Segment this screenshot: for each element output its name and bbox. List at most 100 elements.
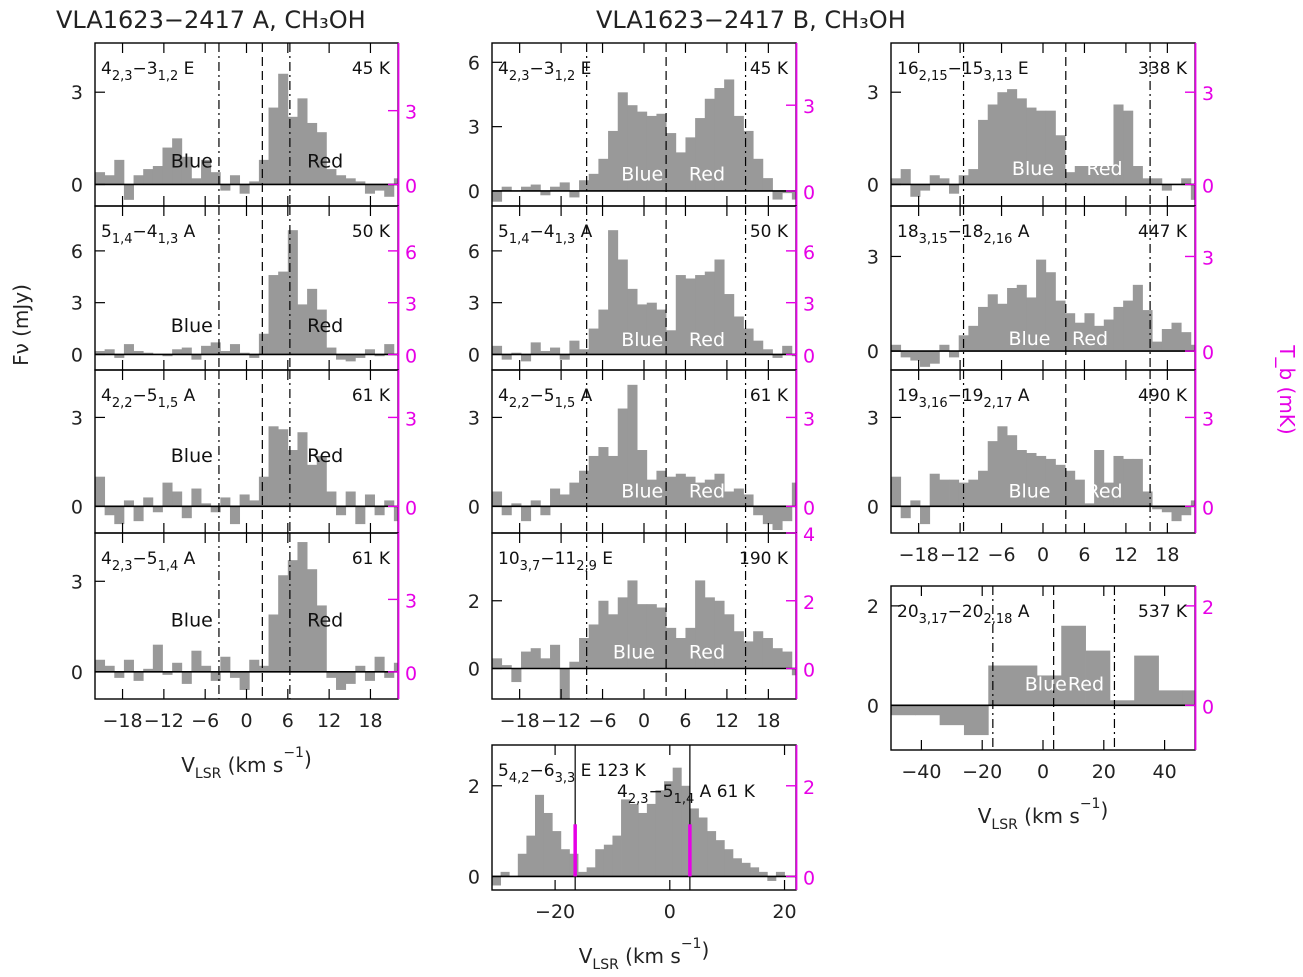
spectrum-bar <box>316 132 327 185</box>
spectrum-bar <box>1026 452 1037 507</box>
spectrum-bar <box>423 166 433 184</box>
spectrum-bar <box>1065 470 1076 507</box>
spectrum-bar <box>530 342 541 355</box>
spectrum-bar <box>1152 178 1163 185</box>
x-tick-label: 18 <box>1155 544 1179 566</box>
transition-label-part: 2,3 <box>112 69 133 84</box>
x-axis-label-part: LSR <box>592 957 619 973</box>
spectrum-bar <box>939 178 950 185</box>
spectrum-bar <box>772 190 783 200</box>
spectrum-bar <box>900 351 911 358</box>
spectrum-bar <box>511 503 522 507</box>
spectrum-bar <box>229 506 241 525</box>
spectrum-bar <box>656 113 667 191</box>
spectrum-bar <box>95 351 106 355</box>
spectrum-bar <box>1036 675 1062 706</box>
spectrum-bar <box>753 631 764 669</box>
spectrum-bar <box>123 659 134 672</box>
transition-label-part: 10 <box>498 549 520 569</box>
transition-label-part: −18 <box>948 222 984 242</box>
spectrum-bar <box>249 500 260 507</box>
spectrum-bar <box>685 476 696 507</box>
eup-label: 61 K <box>352 549 391 569</box>
spectrum-bar <box>133 506 144 522</box>
tb-tick-label: 3 <box>405 294 417 316</box>
spectrum-bar <box>336 671 347 690</box>
transition-label-part: 4,2 <box>509 771 530 786</box>
spectrum-bar <box>782 506 793 522</box>
spectrum-bar <box>1036 455 1047 507</box>
spectrum-bar <box>201 345 212 355</box>
spectrum-bar <box>1055 135 1066 185</box>
bars <box>95 73 433 200</box>
spectrum-bar <box>364 494 375 507</box>
x-tick-label: −20 <box>535 901 575 923</box>
spectrum-bar <box>672 767 682 877</box>
transition-label-part: 2,2 <box>509 396 530 411</box>
spectrum-bar <box>997 92 1008 185</box>
tb-tick-label: 3 <box>1202 83 1214 105</box>
spectrum-bar <box>492 658 503 669</box>
transition-label-part: E <box>178 59 194 79</box>
y-tick-label: 3 <box>867 82 879 104</box>
y-tick-label: 3 <box>71 571 83 593</box>
blue-label: Blue <box>621 163 663 185</box>
transition-label-2-part: 1,4 <box>674 792 695 807</box>
y-tick-label: 0 <box>71 174 83 196</box>
spectrum-bar <box>95 659 106 672</box>
spectrum-bar <box>772 354 783 358</box>
spectrum-bar <box>666 627 677 669</box>
spectrum-bar <box>1152 341 1163 352</box>
spectrum-bar <box>452 672 462 687</box>
spectrum-bar <box>1171 322 1182 352</box>
spectrum-bar <box>695 580 706 669</box>
transition-label-part: 1,3 <box>158 232 179 247</box>
transition-label: 42,2−51,5 A <box>498 386 593 411</box>
spectrum-bar <box>733 316 744 355</box>
transition-label-part: −5 <box>133 549 158 569</box>
spectrum-bar <box>326 347 337 355</box>
y-tick-label: 3 <box>468 117 480 139</box>
y-tick-label: 3 <box>71 82 83 104</box>
spectrum-bar <box>278 73 289 185</box>
spectrum-bar <box>559 668 570 699</box>
blue-label: Blue <box>171 151 213 173</box>
spectrum-bar <box>598 158 609 191</box>
spectrum-bar <box>517 853 527 877</box>
spectrum-bar <box>1132 166 1143 185</box>
x-tick-label: 12 <box>715 710 739 732</box>
panel-c1: 0 3 0 3 162,15−153,13 E 338 K Blue Red <box>867 42 1214 207</box>
spectrum-bar <box>910 184 921 197</box>
spectrum-bar <box>287 116 298 185</box>
spectrum-bar <box>595 849 605 877</box>
spectrum-bar <box>733 115 744 191</box>
spectrum-bar <box>442 669 452 672</box>
spectrum-bar <box>588 624 599 669</box>
spectrum-bar <box>968 169 979 185</box>
transition-label: 42,2−51,5 A <box>101 386 196 411</box>
spectrum-bar <box>364 184 375 194</box>
spectrum-bar <box>258 333 269 355</box>
spectrum-bar <box>724 491 735 507</box>
x-tick-label: 40 <box>1153 761 1177 783</box>
y-tick-label: 0 <box>71 496 83 518</box>
spectrum-bar <box>1161 506 1172 513</box>
spectrum-bar <box>1134 655 1159 706</box>
x-tick-label: 6 <box>1078 544 1090 566</box>
tb-tick-label: 2 <box>1202 597 1214 619</box>
red-label: Red <box>307 151 343 173</box>
spectrum-bar <box>143 169 154 185</box>
y-tick-label: 3 <box>468 407 480 429</box>
spectrum-bar <box>297 98 308 185</box>
spectrum-bar <box>775 871 785 877</box>
x-axis-label-part: −1 <box>1080 796 1101 812</box>
spectrum-bar <box>997 303 1008 352</box>
spectrum-bar <box>278 575 289 672</box>
spectrum-bar <box>162 354 173 357</box>
spectrum-bar <box>704 479 715 507</box>
spectrum-bar <box>220 656 231 672</box>
spectrum-bar <box>987 104 998 185</box>
transition-label-part: 2,9 <box>576 559 597 574</box>
